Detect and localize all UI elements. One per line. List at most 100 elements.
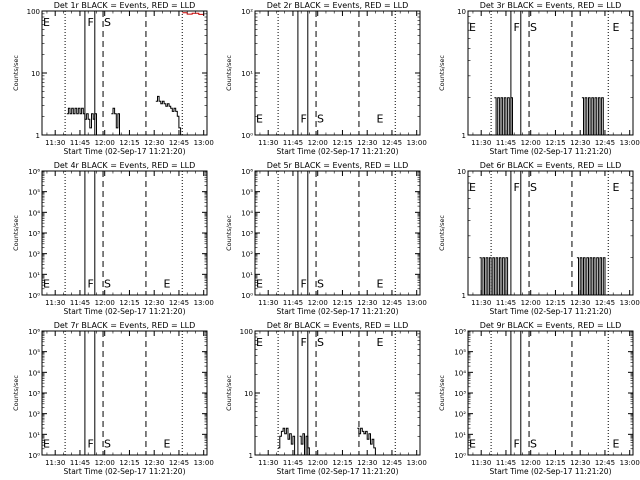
- x-tick-label: 13:00: [407, 139, 427, 147]
- phase-marker-e: E: [163, 438, 170, 451]
- x-tick-label: 12:45: [382, 299, 402, 307]
- y-tick-label: 10⁰: [454, 452, 466, 460]
- plot-frame: [467, 10, 634, 136]
- y-tick-label: 100: [27, 8, 40, 16]
- y-tick-label: 10⁴: [454, 369, 466, 377]
- phase-marker-s: S: [104, 278, 111, 291]
- x-tick-label: 12:00: [308, 459, 328, 467]
- x-tick-label: 12:00: [308, 139, 328, 147]
- x-tick-label: 13:00: [620, 139, 640, 147]
- phase-marker-e: E: [43, 438, 50, 451]
- events-series-segment-2: [576, 257, 606, 296]
- phase-marker-s: S: [317, 113, 324, 126]
- y-tick-label: 10³: [454, 390, 466, 398]
- x-tick-label: 13:00: [620, 299, 640, 307]
- x-tick-label: 12:15: [332, 459, 352, 467]
- x-tick-label: 13:00: [194, 299, 214, 307]
- phase-marker-f: F: [88, 278, 94, 291]
- y-tick-label: 10⁴: [28, 209, 40, 217]
- y-tick-label: 10: [457, 8, 466, 16]
- x-tick-label: 12:45: [382, 459, 402, 467]
- x-tick-label: 11:30: [258, 299, 278, 307]
- x-tick-label: 12:30: [144, 459, 164, 467]
- x-tick-label: 12:30: [570, 459, 590, 467]
- phase-marker-e: E: [256, 113, 263, 126]
- x-tick-label: 12:15: [119, 459, 139, 467]
- x-tick-label: 12:45: [595, 459, 615, 467]
- events-series-segment-2: [581, 97, 604, 136]
- y-tick-label: 10⁶: [454, 328, 466, 336]
- y-tick-label: 10³: [241, 230, 253, 238]
- events-series-segment-3: [357, 427, 376, 455]
- events-series-segment-2: [111, 107, 120, 135]
- y-axis-label: Counts/sec: [225, 215, 233, 251]
- phase-marker-s: S: [317, 336, 324, 349]
- x-tick-label: 12:00: [521, 459, 541, 467]
- phase-marker-e: E: [256, 336, 263, 349]
- x-tick-label: 13:00: [407, 299, 427, 307]
- y-axis-label: Counts/sec: [12, 215, 20, 251]
- y-tick-label: 10: [244, 390, 253, 398]
- phase-marker-f: F: [88, 438, 94, 451]
- x-axis-label: Start Time (02-Sep-17 11:21:20): [277, 147, 399, 156]
- x-tick-label: 11:45: [283, 459, 303, 467]
- x-tick-label: 11:45: [496, 139, 516, 147]
- y-tick-label: 10¹: [28, 431, 40, 439]
- phase-marker-e: E: [256, 278, 263, 291]
- chart-title: Det 5r BLACK = Events, RED = LLD: [267, 161, 409, 170]
- x-tick-label: 13:00: [620, 459, 640, 467]
- phase-marker-e: E: [469, 21, 476, 34]
- y-axis-label: Counts/sec: [225, 55, 233, 91]
- x-tick-label: 11:30: [258, 139, 278, 147]
- x-tick-label: 12:45: [595, 139, 615, 147]
- y-tick-label: 10⁶: [28, 328, 40, 336]
- y-tick-label: 10⁴: [28, 369, 40, 377]
- phase-marker-f: F: [514, 438, 520, 451]
- x-axis-label: Start Time (02-Sep-17 11:21:20): [64, 307, 186, 316]
- x-tick-label: 11:30: [258, 459, 278, 467]
- x-tick-label: 12:30: [570, 299, 590, 307]
- y-tick-label: 10⁶: [28, 168, 40, 176]
- y-tick-label: 10⁵: [28, 189, 40, 197]
- phase-marker-e: E: [469, 438, 476, 451]
- y-axis-label: Counts/sec: [225, 375, 233, 411]
- y-axis-label: Counts/sec: [438, 215, 446, 251]
- y-axis-label: Counts/sec: [12, 375, 20, 411]
- y-tick-label: 10⁵: [28, 349, 40, 357]
- phase-marker-e: E: [376, 278, 383, 291]
- chart-title: Det 2r BLACK = Events, RED = LLD: [267, 1, 409, 10]
- y-tick-label: 10³: [28, 230, 40, 238]
- x-tick-label: 12:00: [521, 299, 541, 307]
- x-tick-label: 11:45: [496, 299, 516, 307]
- x-axis-label: Start Time (02-Sep-17 11:21:20): [277, 467, 399, 476]
- phase-marker-f: F: [514, 21, 520, 34]
- y-tick-label: 10⁶: [241, 168, 253, 176]
- x-tick-label: 12:15: [545, 459, 565, 467]
- x-tick-label: 11:45: [283, 139, 303, 147]
- x-tick-label: 13:00: [194, 459, 214, 467]
- phase-marker-s: S: [104, 16, 111, 29]
- y-tick-label: 100: [240, 328, 253, 336]
- chart-panel-1: Det 1r BLACK = Events, RED = LLD E F S 1 10 10…: [12, 1, 214, 156]
- x-tick-label: 12:00: [521, 139, 541, 147]
- y-axis-label: Counts/sec: [438, 55, 446, 91]
- y-tick-label: 10⁰: [241, 292, 253, 300]
- phase-marker-f: F: [301, 113, 307, 126]
- x-axis-label: Start Time (02-Sep-17 11:21:20): [277, 307, 399, 316]
- phase-marker-s: S: [104, 438, 111, 451]
- x-tick-label: 11:45: [70, 139, 90, 147]
- x-tick-label: 12:30: [570, 139, 590, 147]
- x-axis-label: Start Time (02-Sep-17 11:21:20): [490, 307, 612, 316]
- y-tick-label: 10²: [28, 251, 40, 259]
- x-tick-label: 11:30: [471, 459, 491, 467]
- events-series-segment-1: [66, 107, 97, 135]
- phase-marker-f: F: [301, 336, 307, 349]
- phase-marker-e: E: [469, 181, 476, 194]
- x-tick-label: 11:45: [283, 299, 303, 307]
- y-tick-label: 1: [462, 292, 466, 300]
- x-tick-label: 11:45: [70, 299, 90, 307]
- x-tick-label: 11:30: [45, 459, 65, 467]
